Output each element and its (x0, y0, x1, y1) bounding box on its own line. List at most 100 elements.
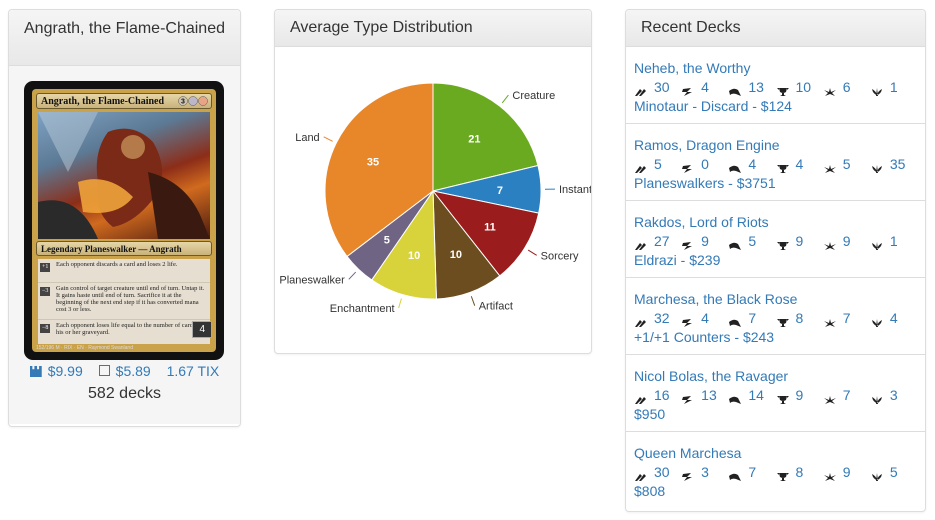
deck-stat: 5 (823, 154, 870, 174)
deck-stat: 27 (634, 231, 681, 251)
deck-stat: 4 (681, 77, 728, 97)
deck-stat: 35 (870, 154, 917, 174)
deck-stat-value: 7 (748, 464, 757, 480)
card-text-box: +1 Each opponent discards a card and los… (38, 259, 210, 344)
lightning-icon (681, 82, 695, 96)
deck-archetype-link[interactable]: Minotaur - Discard - $124 (634, 98, 792, 114)
plant-icon (870, 313, 884, 327)
pie-value-label: 7 (497, 185, 503, 197)
pie-value-label: 21 (468, 133, 480, 145)
burst-icon (823, 313, 837, 327)
ability-text: Each opponent discards a card and loses … (56, 261, 178, 268)
plant-icon (870, 236, 884, 250)
card-title-text: Angrath, the Flame-Chained (41, 96, 165, 107)
deck-stat-value: 30 (654, 464, 670, 480)
deck-stat-value: 9 (842, 464, 851, 480)
deck-archetype-link[interactable]: +1/+1 Counters - $243 (634, 329, 775, 345)
pie-leader-line (470, 296, 476, 306)
deck-stat-value: 6 (842, 79, 851, 95)
deck-stat: 14 (728, 385, 775, 405)
deck-archetype-link[interactable]: Planeswalkers - $3751 (634, 175, 776, 191)
deck-commander-link[interactable]: Ramos, Dragon Engine (634, 137, 780, 153)
deck-stat: 32 (634, 308, 681, 328)
pie-value-label: 35 (367, 156, 379, 168)
deck-stat: 9 (823, 231, 870, 251)
card-ability: −3 Gain control of target creature until… (38, 283, 210, 320)
pie-category-label: Creature (512, 90, 555, 102)
pie-value-label: 10 (450, 249, 462, 261)
tix-price-link[interactable]: 1.67 TIX (166, 363, 220, 379)
recent-decks-title: Recent Decks (626, 10, 925, 47)
deck-stat-value: 35 (889, 156, 906, 172)
deck-stat-value: 5 (654, 156, 662, 172)
lightning-icon (681, 236, 695, 250)
deck-stat: 8 (776, 462, 823, 482)
pie-leader-line (501, 94, 509, 104)
card-ability: −8 Each opponent loses life equal to the… (38, 320, 210, 344)
deck-stat: 5 (728, 231, 775, 251)
pie-slice-land[interactable] (324, 82, 434, 258)
deck-stat: 1 (870, 77, 917, 97)
pie-leader-line (398, 298, 402, 309)
deck-stat: 9 (776, 385, 823, 405)
deck-stat-value: 7 (842, 387, 851, 403)
commander-body: Angrath, the Flame-Chained 3 (9, 66, 240, 424)
deck-stat-value: 5 (748, 233, 757, 249)
deck-stat: 4 (776, 154, 823, 174)
deck-stat: 8 (776, 308, 823, 328)
deck-stat-value: 13 (701, 387, 717, 403)
trophy-icon (776, 236, 790, 250)
pie-value-label: 10 (408, 250, 420, 262)
ability-text: Each opponent loses life equal to the nu… (56, 322, 203, 336)
deck-commander-link[interactable]: Queen Marchesa (634, 445, 742, 461)
pie-category-label: Planeswalker (279, 274, 345, 286)
deck-list-item[interactable]: Rakdos, Lord of Riots 27 9 5 9 9 1 Eldrazi - $2… (626, 201, 925, 278)
deck-stat: 6 (823, 77, 870, 97)
deck-stat-value: 4 (795, 156, 804, 172)
deck-commander-link[interactable]: Nicol Bolas, the Ravager (634, 368, 789, 384)
commander-card-image[interactable]: Angrath, the Flame-Chained 3 (24, 81, 224, 360)
deck-commander-link[interactable]: Rakdos, Lord of Riots (634, 214, 769, 230)
card-title: Angrath, the Flame-Chained 3 (36, 93, 212, 109)
deck-stat: 5 (634, 154, 681, 174)
deck-stat-value: 4 (889, 310, 898, 326)
pie-category-label: Artifact (479, 301, 513, 313)
tcg-price: $9.99 (47, 363, 83, 379)
deck-archetype-link[interactable]: $950 (634, 406, 666, 422)
deck-commander-link[interactable]: Marchesa, the Black Rose (634, 291, 798, 307)
deck-archetype-link[interactable]: $808 (634, 483, 666, 499)
deck-list-item[interactable]: Nicol Bolas, the Ravager 16 13 14 9 7 3 $950 (626, 355, 925, 432)
deck-list-item[interactable]: Marchesa, the Black Rose 32 4 7 8 7 4 +1/+1 Cou… (626, 278, 925, 355)
deck-archetype-link[interactable]: Eldrazi - $239 (634, 252, 721, 268)
deck-commander-link[interactable]: Neheb, the Worthy (634, 60, 751, 76)
deck-stat-value: 4 (748, 156, 757, 172)
deck-list-item[interactable]: Neheb, the Worthy 30 4 13 10 6 1 Minotaur - Dis… (626, 47, 925, 124)
plant-icon (870, 390, 884, 404)
deck-stat: 9 (776, 231, 823, 251)
deck-stat: 7 (823, 385, 870, 405)
pie-slice-sorcery[interactable] (431, 190, 540, 277)
tcg-price-link[interactable]: $9.99 (29, 363, 87, 379)
burst-icon (823, 467, 837, 481)
deck-stat: 7 (823, 308, 870, 328)
plant-icon (870, 467, 884, 481)
deck-list-item[interactable]: Ramos, Dragon Engine 5 0 4 4 5 35 Planeswalkers… (626, 124, 925, 201)
deck-list-item[interactable]: Queen Marchesa 30 3 7 8 9 5 $808 (626, 432, 925, 509)
deck-stat: 1 (870, 231, 917, 251)
deck-stat: 0 (681, 154, 728, 174)
burst-icon (823, 159, 837, 173)
pie-slice-creature[interactable] (432, 82, 539, 192)
deck-stat-value: 32 (654, 310, 670, 326)
card-art (38, 112, 210, 239)
pie-leader-line (348, 271, 357, 280)
card-footer: 152/196 M · RIX · EN · Raymond Swanland (36, 345, 133, 351)
deck-count: 582 decks (88, 385, 161, 402)
ck-price-link[interactable]: $5.89 (98, 363, 155, 379)
deck-stat: 30 (634, 462, 681, 482)
deck-stat-value: 30 (654, 79, 670, 95)
deck-stat-value: 1 (889, 79, 898, 95)
deck-stat: 30 (634, 77, 681, 97)
pie-value-label: 5 (384, 234, 390, 246)
recent-decks-list: Neheb, the Worthy 30 4 13 1 0 6 1 Minotaur - Dis… (626, 47, 925, 509)
price-row: $9.99 $5.89 1.67 TIX (9, 363, 240, 379)
